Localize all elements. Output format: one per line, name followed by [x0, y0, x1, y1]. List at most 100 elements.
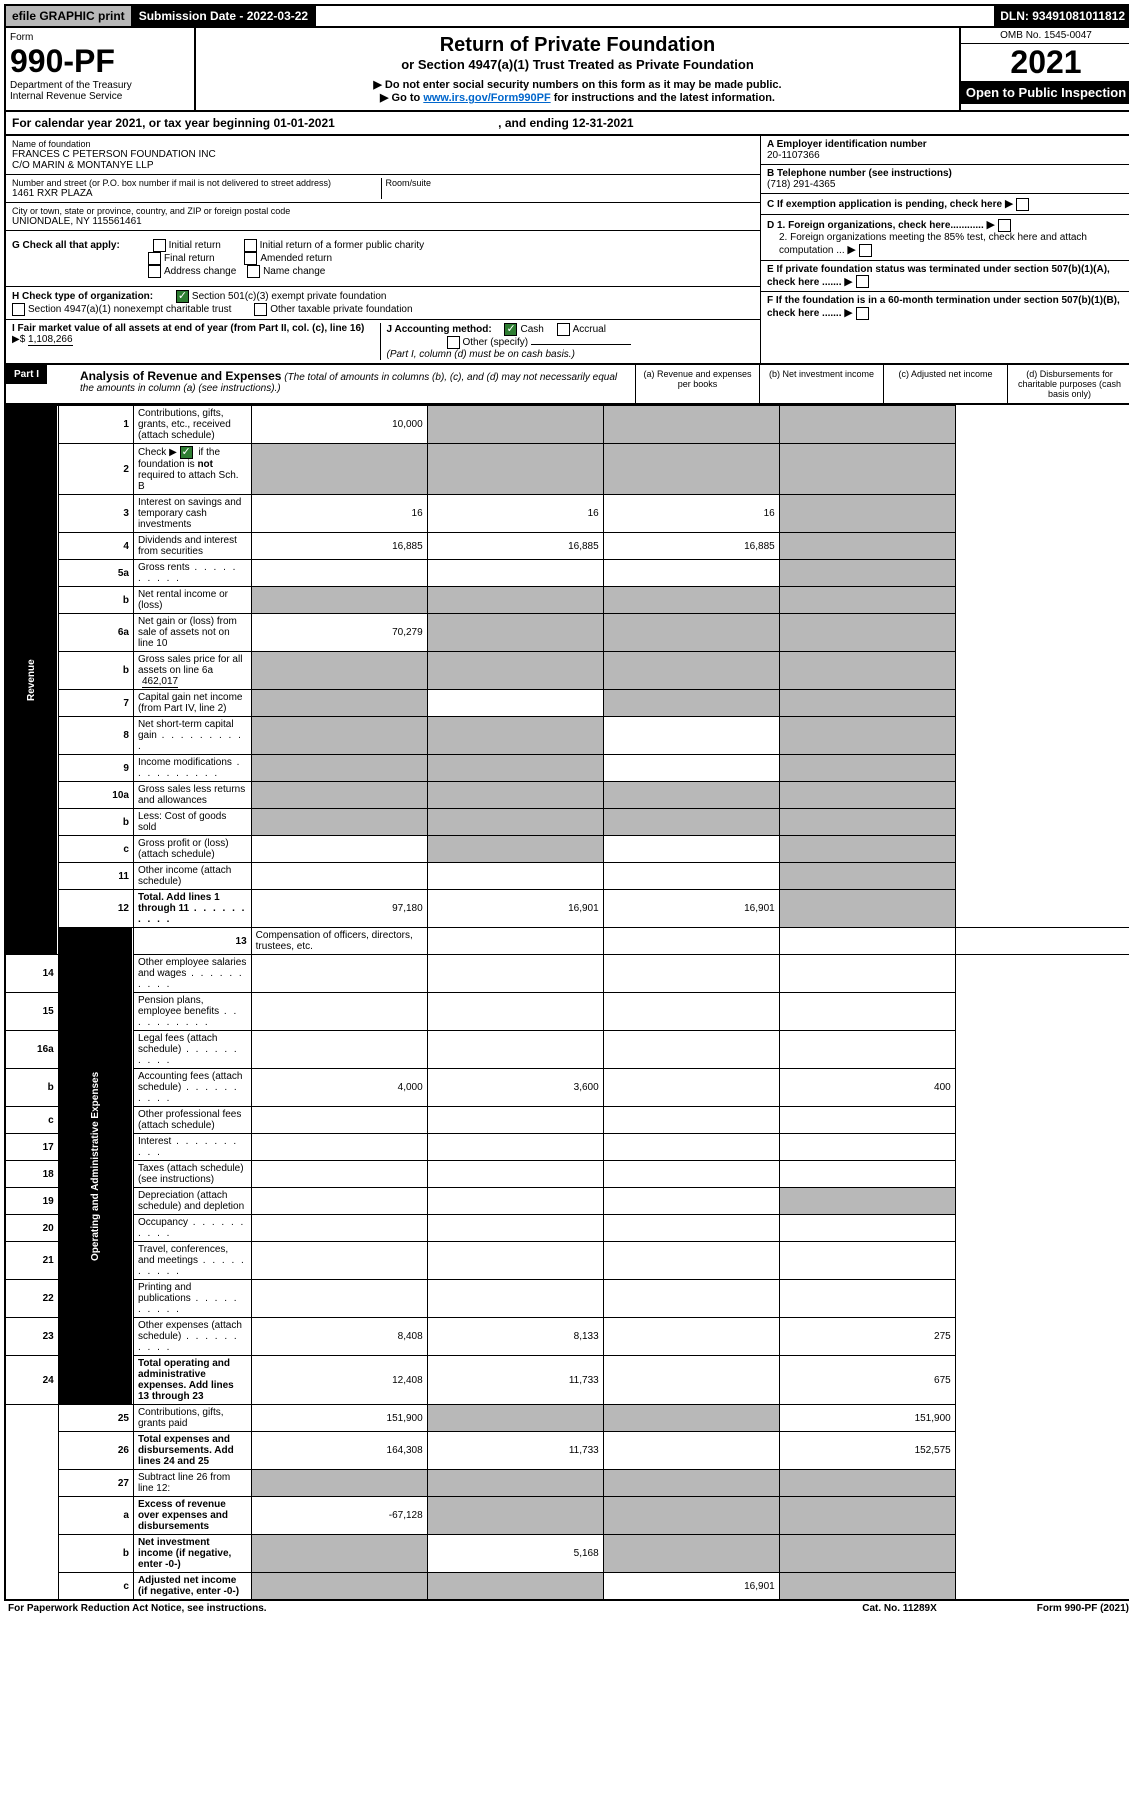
d1-label: D 1. Foreign organizations, check here..… — [767, 220, 984, 231]
l7-desc: Capital gain net income (from Part IV, l… — [133, 690, 251, 717]
g-address: Address change — [164, 266, 236, 277]
cal-end: , and ending 12-31-2021 — [498, 116, 633, 130]
header-center: Return of Private Foundation or Section … — [196, 28, 959, 110]
address-checkbox[interactable] — [148, 265, 161, 278]
l4-c: 16,885 — [603, 533, 779, 560]
foundation-name-1: FRANCES C PETERSON FOUNDATION INC — [12, 149, 754, 160]
d2-checkbox[interactable] — [859, 244, 872, 257]
part1-header: Part I Analysis of Revenue and Expenses … — [4, 365, 1129, 405]
l27a-a: -67,128 — [251, 1497, 427, 1535]
j-note: (Part I, column (d) must be on cash basi… — [387, 349, 575, 360]
h-label: H Check type of organization: — [12, 291, 153, 302]
l10a-desc: Gross sales less returns and allowances — [133, 782, 251, 809]
l27c-c: 16,901 — [603, 1573, 779, 1601]
l4-b: 16,885 — [427, 533, 603, 560]
l23-a: 8,408 — [251, 1318, 427, 1356]
l25-a: 151,900 — [251, 1405, 427, 1432]
addr-label: Number and street (or P.O. box number if… — [12, 178, 381, 188]
d1-checkbox[interactable] — [998, 219, 1011, 232]
submission-date: Submission Date - 2022-03-22 — [133, 6, 316, 26]
irs: Internal Revenue Service — [10, 91, 190, 102]
ein-label: A Employer identification number — [767, 139, 1125, 150]
l16b-d: 400 — [779, 1069, 955, 1107]
name-checkbox[interactable] — [247, 265, 260, 278]
j-cash: Cash — [520, 324, 543, 335]
l21-desc: Travel, conferences, and meetings — [133, 1242, 251, 1280]
schb-checkbox[interactable] — [180, 446, 193, 459]
initial-checkbox[interactable] — [153, 239, 166, 252]
l2-desc: Check ▶ if the foundation is not require… — [133, 444, 251, 495]
l8-desc: Net short-term capital gain — [133, 717, 251, 755]
l12-b: 16,901 — [427, 890, 603, 928]
j-accrual: Accrual — [573, 324, 606, 335]
l12-c: 16,901 — [603, 890, 779, 928]
fmv-value: 1,108,266 — [28, 334, 73, 346]
calendar-year-row: For calendar year 2021, or tax year begi… — [4, 112, 1129, 136]
l23-b: 8,133 — [427, 1318, 603, 1356]
l5b-desc: Net rental income or (loss) — [133, 587, 251, 614]
c-label: C If exemption application is pending, c… — [767, 199, 1002, 210]
g-initial: Initial return — [169, 240, 221, 251]
l16b-desc: Accounting fees (attach schedule) — [133, 1069, 251, 1107]
sub-title: or Section 4947(a)(1) Trust Treated as P… — [202, 57, 953, 72]
d2-label: 2. Foreign organizations meeting the 85%… — [779, 232, 1087, 256]
h-4947: Section 4947(a)(1) nonexempt charitable … — [28, 304, 231, 315]
l22-desc: Printing and publications — [133, 1280, 251, 1318]
l6b-val: 462,017 — [142, 676, 178, 688]
i-label: I Fair market value of all assets at end… — [12, 323, 364, 334]
f-checkbox[interactable] — [856, 307, 869, 320]
revenue-side-label: Revenue — [5, 406, 58, 955]
l23-desc: Other expenses (attach schedule) — [133, 1318, 251, 1356]
city-state-zip: UNIONDALE, NY 115561461 — [12, 216, 754, 227]
l27b-b: 5,168 — [427, 1535, 603, 1573]
j-other-checkbox[interactable] — [447, 336, 460, 349]
footer-center: Cat. No. 11289X — [862, 1603, 936, 1614]
initial-former-checkbox[interactable] — [244, 239, 257, 252]
l9-desc: Income modifications — [133, 755, 251, 782]
l26-d: 152,575 — [779, 1432, 955, 1470]
c-checkbox[interactable] — [1016, 198, 1029, 211]
note2-post: for instructions and the latest informat… — [554, 92, 775, 104]
j-cash-checkbox[interactable] — [504, 323, 517, 336]
l25-d: 151,900 — [779, 1405, 955, 1432]
efile-label[interactable]: efile GRAPHIC print — [6, 6, 133, 26]
l12-a: 97,180 — [251, 890, 427, 928]
col-b-header: (b) Net investment income — [759, 365, 883, 403]
e-label: E If private foundation status was termi… — [767, 264, 1110, 288]
foundation-name-2: C/O MARIN & MONTANYE LLP — [12, 160, 754, 171]
l20-desc: Occupancy — [133, 1215, 251, 1242]
l24-b: 11,733 — [427, 1356, 603, 1405]
street-address: 1461 RXR PLAZA — [12, 188, 381, 199]
omb: OMB No. 1545-0047 — [961, 28, 1129, 44]
f-label: F If the foundation is in a 60-month ter… — [767, 295, 1120, 319]
l27c-desc: Adjusted net income (if negative, enter … — [133, 1573, 251, 1601]
l14-desc: Other employee salaries and wages — [133, 955, 251, 993]
l16b-b: 3,600 — [427, 1069, 603, 1107]
j-accrual-checkbox[interactable] — [557, 323, 570, 336]
l4-a: 16,885 — [251, 533, 427, 560]
h-other-checkbox[interactable] — [254, 303, 267, 316]
phone-label: B Telephone number (see instructions) — [767, 168, 1125, 179]
g-label: G Check all that apply: — [12, 240, 120, 251]
final-checkbox[interactable] — [148, 252, 161, 265]
l11-desc: Other income (attach schedule) — [133, 863, 251, 890]
amended-checkbox[interactable] — [244, 252, 257, 265]
l26-a: 164,308 — [251, 1432, 427, 1470]
l27-desc: Subtract line 26 from line 12: — [133, 1470, 251, 1497]
ln-1: 1 — [58, 406, 133, 444]
cal-begin: For calendar year 2021, or tax year begi… — [12, 116, 335, 130]
info-left: Name of foundation FRANCES C PETERSON FO… — [6, 136, 760, 363]
l24-a: 12,408 — [251, 1356, 427, 1405]
open-public: Open to Public Inspection — [961, 81, 1129, 104]
h-501c3-checkbox[interactable] — [176, 290, 189, 303]
info-grid: Name of foundation FRANCES C PETERSON FO… — [4, 136, 1129, 365]
city-label: City or town, state or province, country… — [12, 206, 754, 216]
l4-desc: Dividends and interest from securities — [133, 533, 251, 560]
note2-pre: ▶ Go to — [380, 92, 423, 104]
info-right: A Employer identification number 20-1107… — [760, 136, 1129, 363]
instructions-link[interactable]: www.irs.gov/Form990PF — [423, 92, 550, 104]
form-header: Form 990-PF Department of the Treasury I… — [4, 28, 1129, 112]
l3-b: 16 — [427, 495, 603, 533]
h-4947-checkbox[interactable] — [12, 303, 25, 316]
e-checkbox[interactable] — [856, 275, 869, 288]
